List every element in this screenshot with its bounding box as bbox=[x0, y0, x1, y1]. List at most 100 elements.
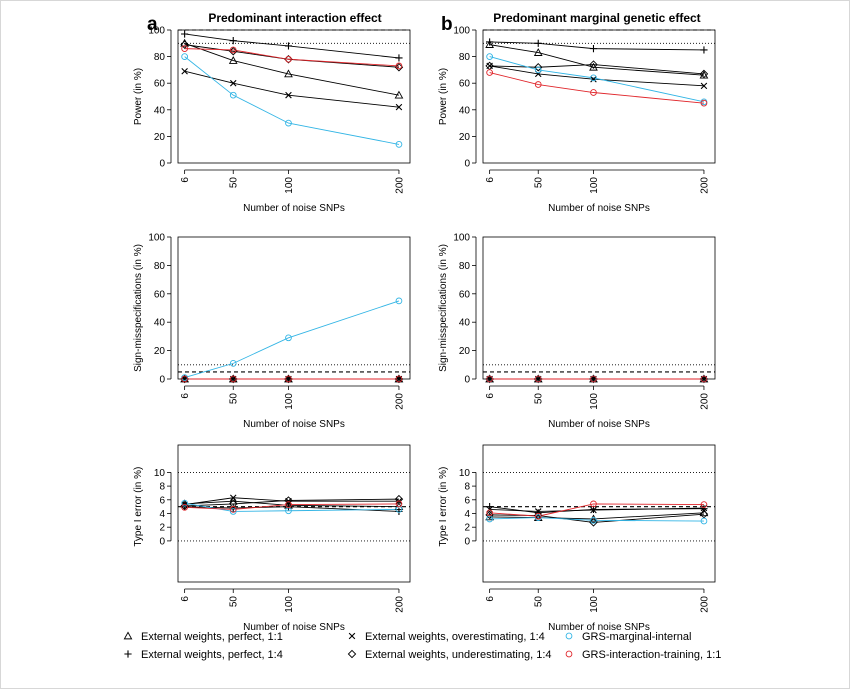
plot-box bbox=[482, 444, 716, 583]
x-tick-label: 6 bbox=[485, 596, 496, 602]
data-point bbox=[534, 512, 542, 520]
x-tick-label: 200 bbox=[394, 393, 405, 410]
data-point bbox=[395, 54, 403, 62]
data-point bbox=[589, 514, 598, 523]
panel-b-letter: b bbox=[441, 14, 453, 35]
data-point bbox=[699, 69, 709, 79]
x-tick-label: 50 bbox=[534, 596, 545, 608]
data-point bbox=[284, 42, 293, 50]
x-tick-label: 100 bbox=[589, 177, 600, 194]
x-tick-label: 100 bbox=[284, 177, 295, 194]
series-line bbox=[489, 503, 704, 517]
series-line bbox=[489, 517, 704, 522]
y-axis-title: Power (in %) bbox=[438, 68, 449, 125]
data-point bbox=[229, 360, 237, 367]
data-point bbox=[590, 500, 597, 508]
x-tick-label: 6 bbox=[485, 393, 496, 399]
plot-box bbox=[482, 236, 716, 380]
data-point bbox=[229, 47, 238, 56]
data-point bbox=[534, 66, 542, 74]
data-point bbox=[180, 40, 189, 49]
legend-label: External weights, perfect, 1:4 bbox=[141, 649, 283, 661]
series-line bbox=[184, 502, 399, 512]
data-point bbox=[229, 499, 238, 509]
y-tick-label: 2 bbox=[464, 523, 470, 534]
chart-power-b: 0 20 40 60 80 100 Power (in %) 6 50 100 200 Number … bbox=[438, 26, 716, 214]
data-point bbox=[394, 90, 404, 99]
legend-entry: GRS-marginal-internal bbox=[565, 631, 691, 643]
legend-label: External weights, perfect, 1:1 bbox=[141, 631, 283, 643]
y-tick-label: 2 bbox=[159, 523, 165, 534]
y-tick-label: 100 bbox=[148, 233, 165, 244]
x-tick-label: 6 bbox=[485, 177, 496, 183]
data-point bbox=[590, 74, 597, 82]
y-axis-title: Sign-misspecifications (in %) bbox=[438, 244, 449, 372]
data-point bbox=[589, 45, 598, 53]
data-point bbox=[700, 82, 708, 90]
data-point bbox=[395, 103, 403, 111]
panel-b-title: Predominant marginal genetic effect bbox=[493, 11, 700, 25]
legend-label: External weights, overestimating, 1:4 bbox=[365, 631, 545, 643]
series-line bbox=[184, 44, 399, 68]
data-point bbox=[486, 506, 493, 513]
y-tick-label: 10 bbox=[154, 468, 166, 479]
legend-marker bbox=[124, 650, 132, 658]
data-point bbox=[229, 37, 237, 45]
data-point bbox=[534, 509, 542, 517]
y-tick-label: 60 bbox=[154, 79, 166, 90]
data-point bbox=[589, 60, 598, 69]
x-tick-label: 50 bbox=[534, 393, 545, 405]
y-tick-label: 100 bbox=[148, 26, 165, 37]
series-line bbox=[489, 65, 704, 87]
y-tick-label: 60 bbox=[154, 289, 166, 300]
y-tick-label: 80 bbox=[459, 52, 471, 63]
data-point bbox=[534, 63, 543, 72]
y-axis-title: Sign-misspecifications (in %) bbox=[133, 244, 144, 372]
data-point bbox=[394, 494, 404, 504]
y-tick-label: 20 bbox=[459, 346, 471, 357]
legend-label: GRS-interaction-training, 1:1 bbox=[582, 649, 721, 661]
x-axis-title: Number of noise SNPs bbox=[548, 419, 650, 430]
chart-sign-b: 0 20 40 60 80 100 Sign-misspecifications (in %… bbox=[438, 233, 716, 430]
data-point bbox=[590, 516, 597, 524]
y-axis-title: Power (in %) bbox=[133, 68, 144, 125]
series-line bbox=[184, 70, 400, 108]
x-tick-label: 200 bbox=[699, 393, 710, 410]
data-point bbox=[395, 297, 403, 305]
y-tick-label: 40 bbox=[154, 105, 166, 116]
data-point bbox=[285, 334, 292, 342]
series-line bbox=[184, 300, 400, 379]
data-point bbox=[700, 375, 708, 383]
series-line bbox=[184, 500, 399, 508]
data-point bbox=[700, 504, 708, 512]
x-axis-title: Number of noise SNPs bbox=[548, 622, 650, 633]
x-axis-title: Number of noise SNPs bbox=[243, 419, 345, 430]
series-line bbox=[489, 512, 704, 520]
data-point bbox=[229, 79, 237, 87]
y-tick-label: 40 bbox=[459, 105, 471, 116]
x-tick-label: 100 bbox=[284, 596, 295, 613]
chart-type1-a: 0 2 4 6 8 10 Type I error (in %) 6 50 100 200 Numbe… bbox=[133, 444, 411, 633]
x-tick-label: 50 bbox=[229, 393, 240, 405]
x-tick-label: 6 bbox=[180, 393, 191, 399]
y-tick-label: 20 bbox=[154, 346, 166, 357]
series-line bbox=[489, 64, 704, 75]
y-tick-label: 80 bbox=[154, 261, 166, 272]
data-point bbox=[285, 375, 292, 383]
series-line bbox=[184, 503, 399, 510]
data-point bbox=[590, 506, 597, 514]
legend-label: GRS-marginal-internal bbox=[582, 631, 691, 643]
series-line bbox=[489, 507, 704, 512]
y-tick-label: 8 bbox=[159, 482, 165, 493]
data-point bbox=[285, 119, 292, 127]
data-point bbox=[285, 91, 292, 99]
x-tick-label: 50 bbox=[229, 596, 240, 608]
x-tick-label: 50 bbox=[534, 177, 545, 189]
legend-entry: GRS-interaction-training, 1:1 bbox=[565, 649, 721, 661]
data-point bbox=[228, 496, 238, 505]
data-point bbox=[486, 38, 494, 46]
data-point bbox=[590, 375, 597, 383]
legend-entry: External weights, overestimating, 1:4 bbox=[348, 631, 545, 643]
data-point bbox=[181, 53, 188, 60]
